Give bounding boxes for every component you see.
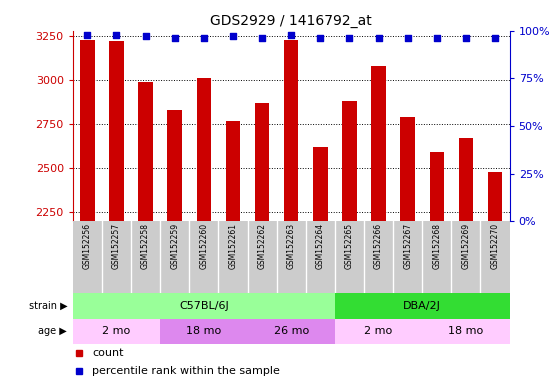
Point xyxy=(374,35,383,41)
Bar xyxy=(73,319,160,344)
Bar xyxy=(335,221,364,293)
Bar xyxy=(73,221,102,293)
Point xyxy=(258,35,267,41)
Bar xyxy=(138,82,153,221)
Text: 2 mo: 2 mo xyxy=(365,326,393,336)
Text: GSM152267: GSM152267 xyxy=(403,223,412,269)
Bar xyxy=(197,78,211,221)
Bar xyxy=(422,221,451,293)
Bar xyxy=(277,221,306,293)
Bar xyxy=(400,117,415,221)
Bar xyxy=(248,319,335,344)
Bar xyxy=(248,221,277,293)
Bar xyxy=(480,221,510,293)
Bar xyxy=(160,221,189,293)
Bar xyxy=(218,221,248,293)
Bar xyxy=(335,293,510,319)
Bar xyxy=(284,40,298,221)
Bar xyxy=(306,221,335,293)
Bar xyxy=(226,121,240,221)
Text: GSM152268: GSM152268 xyxy=(432,223,441,268)
Text: GSM152261: GSM152261 xyxy=(228,223,237,268)
Bar xyxy=(342,101,357,221)
Bar xyxy=(131,221,160,293)
Bar xyxy=(459,138,473,221)
Bar xyxy=(80,40,95,221)
Text: strain ▶: strain ▶ xyxy=(29,301,67,311)
Bar xyxy=(189,221,218,293)
Bar xyxy=(102,221,131,293)
Text: 18 mo: 18 mo xyxy=(186,326,221,336)
Point xyxy=(228,33,237,40)
Text: GSM152257: GSM152257 xyxy=(112,223,121,269)
Bar xyxy=(109,41,124,221)
Point xyxy=(403,35,412,41)
Text: GSM152260: GSM152260 xyxy=(199,223,208,269)
Text: GSM152256: GSM152256 xyxy=(83,223,92,269)
Text: 18 mo: 18 mo xyxy=(449,326,483,336)
Text: DBA/2J: DBA/2J xyxy=(403,301,441,311)
Text: GSM152259: GSM152259 xyxy=(170,223,179,269)
Text: GSM152270: GSM152270 xyxy=(491,223,500,269)
Text: GSM152262: GSM152262 xyxy=(258,223,267,268)
Title: GDS2929 / 1416792_at: GDS2929 / 1416792_at xyxy=(211,14,372,28)
Bar xyxy=(255,103,269,221)
Point xyxy=(141,33,150,40)
Point xyxy=(112,31,121,38)
Bar xyxy=(393,221,422,293)
Text: GSM152264: GSM152264 xyxy=(316,223,325,269)
Text: age ▶: age ▶ xyxy=(39,326,67,336)
Text: GSM152266: GSM152266 xyxy=(374,223,383,269)
Text: 2 mo: 2 mo xyxy=(102,326,130,336)
Text: GSM152263: GSM152263 xyxy=(287,223,296,269)
Text: C57BL/6J: C57BL/6J xyxy=(179,301,228,311)
Bar xyxy=(73,293,335,319)
Bar xyxy=(160,319,248,344)
Bar xyxy=(364,221,393,293)
Point xyxy=(287,31,296,38)
Point xyxy=(491,35,500,41)
Point xyxy=(345,35,354,41)
Bar xyxy=(167,110,182,221)
Point xyxy=(316,35,325,41)
Bar xyxy=(422,319,510,344)
Point xyxy=(199,35,208,41)
Text: count: count xyxy=(92,348,124,358)
Point xyxy=(432,35,441,41)
Bar xyxy=(430,152,444,221)
Point xyxy=(83,31,92,38)
Bar xyxy=(335,319,422,344)
Text: GSM152265: GSM152265 xyxy=(345,223,354,269)
Text: 26 mo: 26 mo xyxy=(274,326,309,336)
Bar xyxy=(371,66,386,221)
Bar xyxy=(488,172,502,221)
Text: percentile rank within the sample: percentile rank within the sample xyxy=(92,366,281,376)
Text: GSM152269: GSM152269 xyxy=(461,223,470,269)
Bar xyxy=(451,221,480,293)
Text: GSM152258: GSM152258 xyxy=(141,223,150,268)
Point xyxy=(170,35,179,41)
Point xyxy=(461,35,470,41)
Bar xyxy=(313,147,328,221)
